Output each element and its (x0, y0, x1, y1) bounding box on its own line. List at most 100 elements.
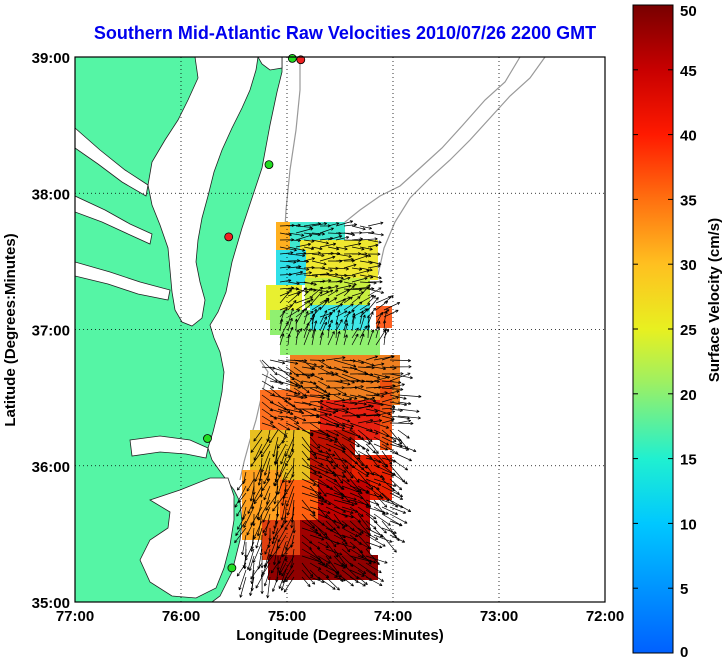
velocity-arrow (265, 492, 279, 511)
velocity-arrow (285, 450, 295, 467)
velocity-arrow (335, 220, 354, 227)
velocity-arrow (327, 285, 339, 290)
velocity-arrow (327, 289, 339, 297)
velocity-arrow (285, 387, 298, 395)
velocity-arrow (381, 485, 404, 498)
velocity-arrow (389, 478, 403, 491)
velocity-arrow (246, 478, 255, 492)
gridlines (75, 57, 605, 602)
velocity-arrow (325, 407, 350, 411)
velocity-arrow (285, 485, 295, 507)
velocity-arrow (325, 429, 340, 437)
velocity-arrow (365, 555, 388, 564)
velocity-arrow (293, 380, 310, 394)
velocity-arrow (357, 366, 375, 370)
y-tick-label: 36:00 (32, 459, 70, 476)
velocity-arrow (333, 513, 345, 529)
velocity-arrow (367, 252, 381, 256)
velocity-arrow (343, 263, 357, 269)
velocity-arrow (295, 267, 310, 271)
velocity-arrow (325, 356, 346, 361)
y-tick-label: 35:00 (32, 595, 70, 612)
velocity-arrow (317, 443, 332, 452)
velocity-arrow (301, 385, 319, 390)
velocity-arrow (351, 276, 368, 283)
velocity-arrow (260, 555, 264, 569)
velocity-arrow (279, 279, 292, 283)
velocity-arrow (303, 287, 313, 297)
velocity-arrow (365, 373, 381, 379)
velocity-arrow (301, 366, 315, 371)
velocity-arrow (250, 562, 263, 580)
velocity-arrow (317, 485, 327, 497)
velocity-arrow (365, 569, 384, 582)
velocity-arrow (357, 443, 370, 452)
velocity-arrow (261, 415, 274, 424)
velocity-arrow (375, 326, 380, 339)
velocity-arrow (367, 243, 379, 248)
velocity-arrow (333, 499, 355, 507)
velocity-arrow (365, 362, 385, 368)
velocity-arrow (365, 355, 379, 361)
velocity-arrow (341, 541, 351, 553)
velocity-arrow (351, 312, 356, 325)
velocity-arrow (359, 314, 366, 332)
velocity-arrow (325, 492, 344, 500)
velocity-arrow (343, 322, 349, 339)
velocity-arrow (303, 322, 310, 339)
velocity-arrow (351, 267, 363, 271)
velocity-arrow (246, 548, 255, 571)
velocity-arrow (301, 499, 316, 517)
velocity-arrow (333, 520, 348, 527)
velocity-arrow (327, 297, 338, 304)
velocity-arrow (260, 443, 271, 458)
velocity-arrow (365, 464, 375, 476)
x-axis-label: Longitude (Degrees:Minutes) (236, 627, 444, 644)
velocity-arrow (349, 562, 367, 574)
velocity-arrow (247, 499, 255, 515)
velocity-arrow (287, 232, 305, 237)
velocity-arrow (259, 436, 271, 455)
velocity-arrow (293, 366, 311, 379)
velocity-arrow (351, 327, 359, 339)
velocity-arrow (309, 413, 328, 417)
velocity-arrow (373, 492, 388, 508)
velocity-arrow (249, 576, 255, 596)
velocity-arrow (357, 418, 374, 424)
velocity-arrow (359, 303, 371, 311)
velocity-arrow (287, 270, 304, 276)
velocity-arrow (359, 267, 373, 272)
velocity-arrow (244, 541, 255, 561)
velocity-arrow (260, 569, 264, 594)
velocity-arrow (381, 389, 400, 396)
velocity-arrow (367, 264, 381, 269)
velocity-arrow (359, 246, 373, 251)
velocity-arrow (309, 358, 326, 363)
velocity-arrow (389, 373, 413, 380)
y-axis-ticks: 39:00 38:00 37:00 36:00 35:00 (32, 50, 70, 612)
colorbar-tick-label: 10 (680, 516, 697, 533)
velocity-arrow (357, 576, 368, 586)
velocity-arrow (373, 513, 391, 526)
velocity-arrow (311, 239, 329, 245)
velocity-arrow (335, 319, 343, 332)
velocity-arrow (284, 513, 295, 531)
velocity-arrow (293, 415, 307, 422)
velocity-arrow (253, 485, 263, 502)
velocity-arrow (349, 385, 364, 389)
velocity-arrow (234, 485, 247, 508)
velocity-arrow (272, 520, 279, 535)
velocity-arrow (236, 478, 247, 491)
velocity-arrow (367, 239, 382, 244)
albemarle-sound (129, 435, 209, 459)
velocity-arrow (389, 457, 409, 471)
velocity-arrow (301, 443, 318, 460)
velocity-arrow (341, 499, 358, 506)
velocity-arrow (333, 359, 357, 368)
velocity-arrow (239, 576, 247, 598)
velocity-arrow (325, 534, 337, 548)
velocity-arrow (373, 436, 389, 446)
velocity-arrow (282, 464, 295, 483)
velocity-arrow (309, 450, 330, 459)
plot-area (75, 57, 605, 602)
